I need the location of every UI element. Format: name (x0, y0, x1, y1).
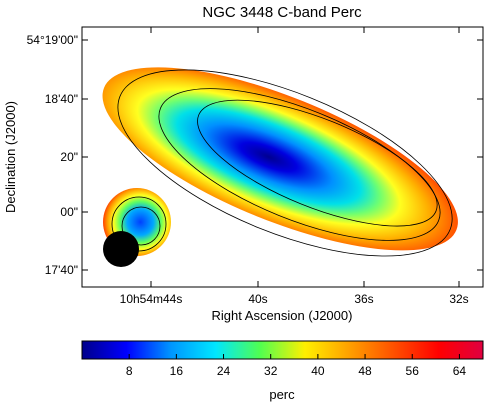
colorbar-tick-label: 16 (170, 364, 184, 378)
x-ticks: 10h54m44s 40s 36s 32s (120, 27, 469, 306)
x-tick-label: 40s (248, 292, 267, 306)
y-ticks: 54°19'00" 18'40" 20" 00" 17'40" (27, 33, 483, 277)
contour-middle (158, 88, 441, 241)
beam (103, 231, 139, 267)
companion-contour-outer (111, 196, 167, 252)
y-axis-title: Declination (J2000) (3, 101, 18, 213)
contour-outer (197, 99, 438, 227)
colorbar-tick-label: 8 (126, 364, 133, 378)
colorbar-tick-label: 32 (264, 364, 278, 378)
y-tick-label: 00" (60, 205, 78, 219)
y-tick-label: 54°19'00" (27, 33, 78, 47)
colorbar-tick-label: 40 (311, 364, 325, 378)
colorbar-label: perc (269, 387, 295, 402)
plot-title: NGC 3448 C-band Perc (202, 4, 362, 21)
colorbar-tick-label: 64 (453, 364, 467, 378)
contour-inner (117, 69, 453, 257)
x-tick-label: 10h54m44s (120, 292, 183, 306)
colorbar-ticks: 8 16 24 32 40 48 56 64 (126, 354, 467, 378)
x-tick-label: 36s (354, 292, 373, 306)
y-tick-label: 17'40" (45, 263, 78, 277)
y-tick-label: 18'40" (45, 92, 78, 106)
heatmap-image (102, 67, 458, 267)
colorbar-tick-label: 24 (217, 364, 231, 378)
colorbar-tick-label: 48 (358, 364, 372, 378)
x-tick-label: 32s (449, 292, 468, 306)
colorbar-tick-label: 56 (406, 364, 420, 378)
colorbar (81, 340, 484, 360)
y-tick-label: 20" (60, 150, 78, 164)
x-axis-title: Right Ascension (J2000) (212, 308, 353, 323)
main-galaxy-emission (102, 67, 458, 257)
companion-contour-inner (121, 206, 161, 246)
